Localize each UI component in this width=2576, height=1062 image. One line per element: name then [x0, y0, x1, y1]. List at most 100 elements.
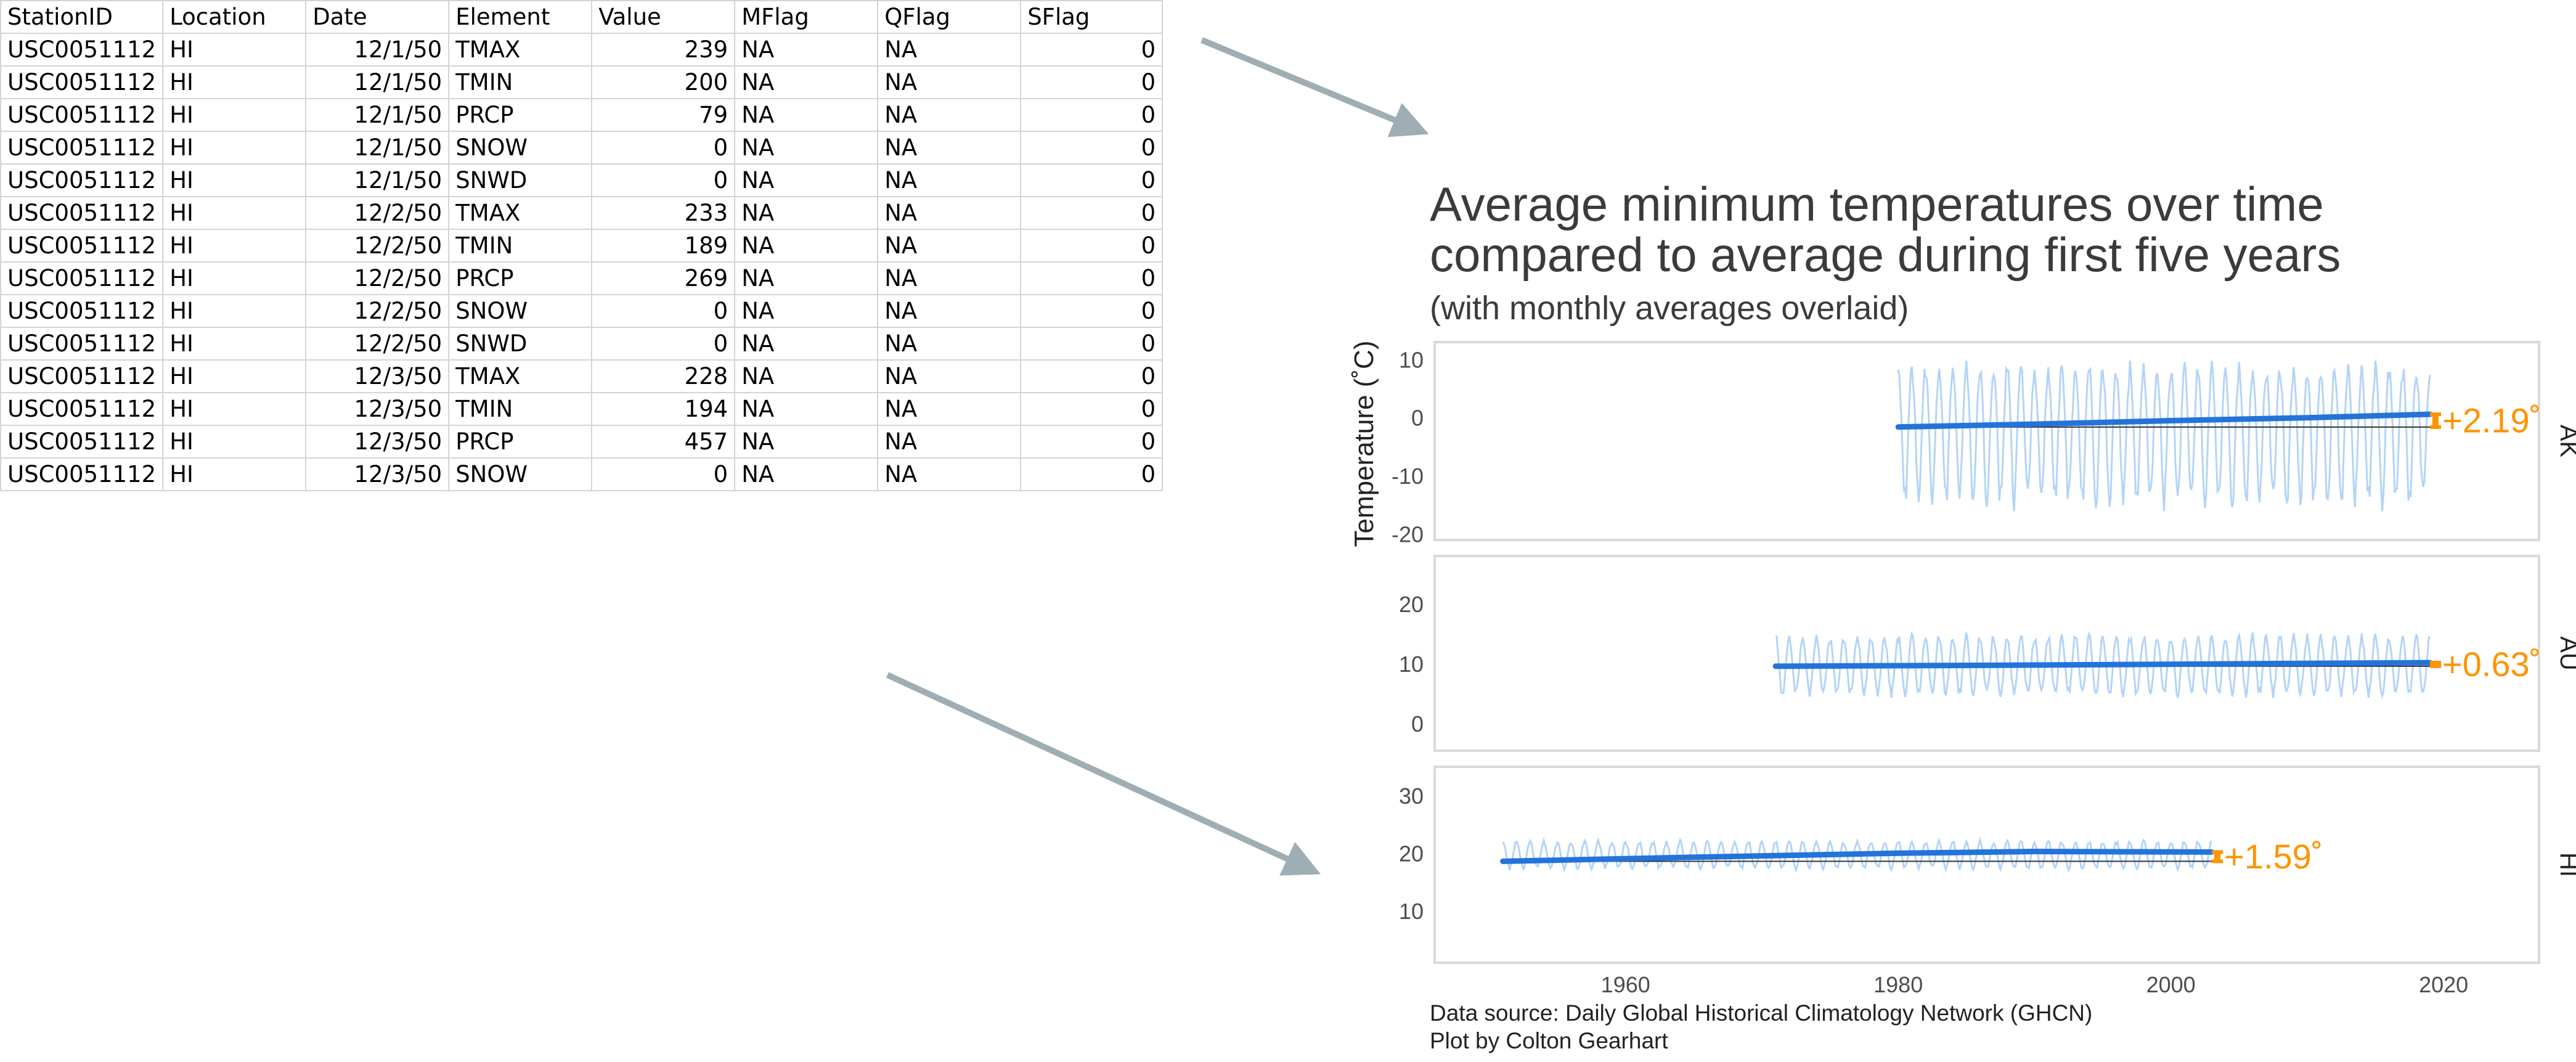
table-cell[interactable]: 0	[1020, 392, 1164, 426]
table-cell[interactable]: USC0051112	[0, 359, 164, 393]
column-header[interactable]: Date	[305, 0, 450, 34]
table-cell[interactable]: USC0051112	[0, 327, 164, 361]
table-cell[interactable]: 0	[1020, 131, 1164, 165]
table-cell[interactable]: HI	[162, 261, 307, 295]
column-header[interactable]: MFlag	[734, 0, 879, 34]
table-cell[interactable]: USC0051112	[0, 131, 164, 165]
table-cell[interactable]: TMIN	[448, 392, 593, 426]
table-cell[interactable]: NA	[734, 163, 879, 197]
table-cell[interactable]: 0	[1020, 196, 1164, 230]
table-cell[interactable]: NA	[734, 33, 879, 67]
table-cell[interactable]: HI	[162, 65, 307, 99]
table-cell[interactable]: NA	[734, 327, 879, 361]
column-header[interactable]: Value	[591, 0, 736, 34]
table-cell[interactable]: 12/2/50	[305, 261, 450, 295]
table-cell[interactable]: 12/1/50	[305, 131, 450, 165]
table-cell[interactable]: 269	[591, 261, 736, 295]
table-cell[interactable]: 12/1/50	[305, 33, 450, 67]
table-cell[interactable]: NA	[877, 33, 1022, 67]
table-cell[interactable]: 239	[591, 33, 736, 67]
table-cell[interactable]: HI	[162, 457, 307, 491]
table-cell[interactable]: HI	[162, 98, 307, 132]
table-cell[interactable]: NA	[734, 425, 879, 459]
table-cell[interactable]: 12/2/50	[305, 294, 450, 328]
table-cell[interactable]: NA	[734, 131, 879, 165]
column-header[interactable]: StationID	[0, 0, 164, 34]
table-cell[interactable]: NA	[734, 65, 879, 99]
table-cell[interactable]: 0	[591, 457, 736, 491]
table-cell[interactable]: 0	[1020, 425, 1164, 459]
table-cell[interactable]: NA	[877, 131, 1022, 165]
table-cell[interactable]: HI	[162, 33, 307, 67]
table-cell[interactable]: HI	[162, 327, 307, 361]
table-cell[interactable]: TMAX	[448, 33, 593, 67]
table-cell[interactable]: TMAX	[448, 196, 593, 230]
table-cell[interactable]: SNWD	[448, 163, 593, 197]
column-header[interactable]: Location	[162, 0, 307, 34]
table-cell[interactable]: SNWD	[448, 327, 593, 361]
table-cell[interactable]: 228	[591, 359, 736, 393]
table-cell[interactable]: 0	[591, 327, 736, 361]
table-cell[interactable]: 0	[1020, 65, 1164, 99]
table-cell[interactable]: NA	[734, 392, 879, 426]
table-cell[interactable]: HI	[162, 229, 307, 263]
table-cell[interactable]: USC0051112	[0, 229, 164, 263]
column-header[interactable]: QFlag	[877, 0, 1022, 34]
table-cell[interactable]: HI	[162, 294, 307, 328]
table-cell[interactable]: 0	[1020, 261, 1164, 295]
table-cell[interactable]: NA	[734, 261, 879, 295]
table-cell[interactable]: USC0051112	[0, 163, 164, 197]
table-cell[interactable]: 0	[591, 294, 736, 328]
table-cell[interactable]: 12/3/50	[305, 457, 450, 491]
table-cell[interactable]: USC0051112	[0, 392, 164, 426]
table-cell[interactable]: NA	[877, 327, 1022, 361]
table-cell[interactable]: 189	[591, 229, 736, 263]
table-cell[interactable]: 0	[591, 163, 736, 197]
table-cell[interactable]: NA	[877, 229, 1022, 263]
table-cell[interactable]: HI	[162, 359, 307, 393]
table-cell[interactable]: HI	[162, 131, 307, 165]
table-cell[interactable]: 0	[1020, 327, 1164, 361]
table-cell[interactable]: NA	[877, 65, 1022, 99]
table-cell[interactable]: USC0051112	[0, 457, 164, 491]
table-cell[interactable]: 457	[591, 425, 736, 459]
table-cell[interactable]: USC0051112	[0, 65, 164, 99]
column-header[interactable]: Element	[448, 0, 593, 34]
table-cell[interactable]: TMAX	[448, 359, 593, 393]
table-cell[interactable]: NA	[734, 196, 879, 230]
table-cell[interactable]: 12/2/50	[305, 327, 450, 361]
table-cell[interactable]: SNOW	[448, 294, 593, 328]
table-cell[interactable]: NA	[877, 392, 1022, 426]
table-cell[interactable]: NA	[734, 294, 879, 328]
table-cell[interactable]: NA	[877, 261, 1022, 295]
table-cell[interactable]: SNOW	[448, 457, 593, 491]
table-cell[interactable]: PRCP	[448, 425, 593, 459]
table-cell[interactable]: 0	[1020, 457, 1164, 491]
table-cell[interactable]: 12/1/50	[305, 163, 450, 197]
table-cell[interactable]: HI	[162, 425, 307, 459]
table-cell[interactable]: 0	[1020, 98, 1164, 132]
table-cell[interactable]: 0	[1020, 163, 1164, 197]
table-cell[interactable]: PRCP	[448, 98, 593, 132]
table-cell[interactable]: USC0051112	[0, 425, 164, 459]
table-cell[interactable]: TMIN	[448, 229, 593, 263]
table-cell[interactable]: PRCP	[448, 261, 593, 295]
table-cell[interactable]: SNOW	[448, 131, 593, 165]
table-cell[interactable]: 200	[591, 65, 736, 99]
table-cell[interactable]: HI	[162, 392, 307, 426]
table-cell[interactable]: USC0051112	[0, 98, 164, 132]
table-cell[interactable]: NA	[734, 359, 879, 393]
table-cell[interactable]: NA	[734, 98, 879, 132]
table-cell[interactable]: 0	[591, 131, 736, 165]
table-cell[interactable]: 233	[591, 196, 736, 230]
column-header[interactable]: SFlag	[1020, 0, 1164, 34]
table-cell[interactable]: 12/2/50	[305, 196, 450, 230]
table-cell[interactable]: NA	[877, 425, 1022, 459]
table-cell[interactable]: 79	[591, 98, 736, 132]
table-cell[interactable]: NA	[877, 457, 1022, 491]
table-cell[interactable]: USC0051112	[0, 196, 164, 230]
table-cell[interactable]: USC0051112	[0, 261, 164, 295]
table-cell[interactable]: USC0051112	[0, 33, 164, 67]
table-cell[interactable]: NA	[734, 229, 879, 263]
table-cell[interactable]: NA	[877, 163, 1022, 197]
